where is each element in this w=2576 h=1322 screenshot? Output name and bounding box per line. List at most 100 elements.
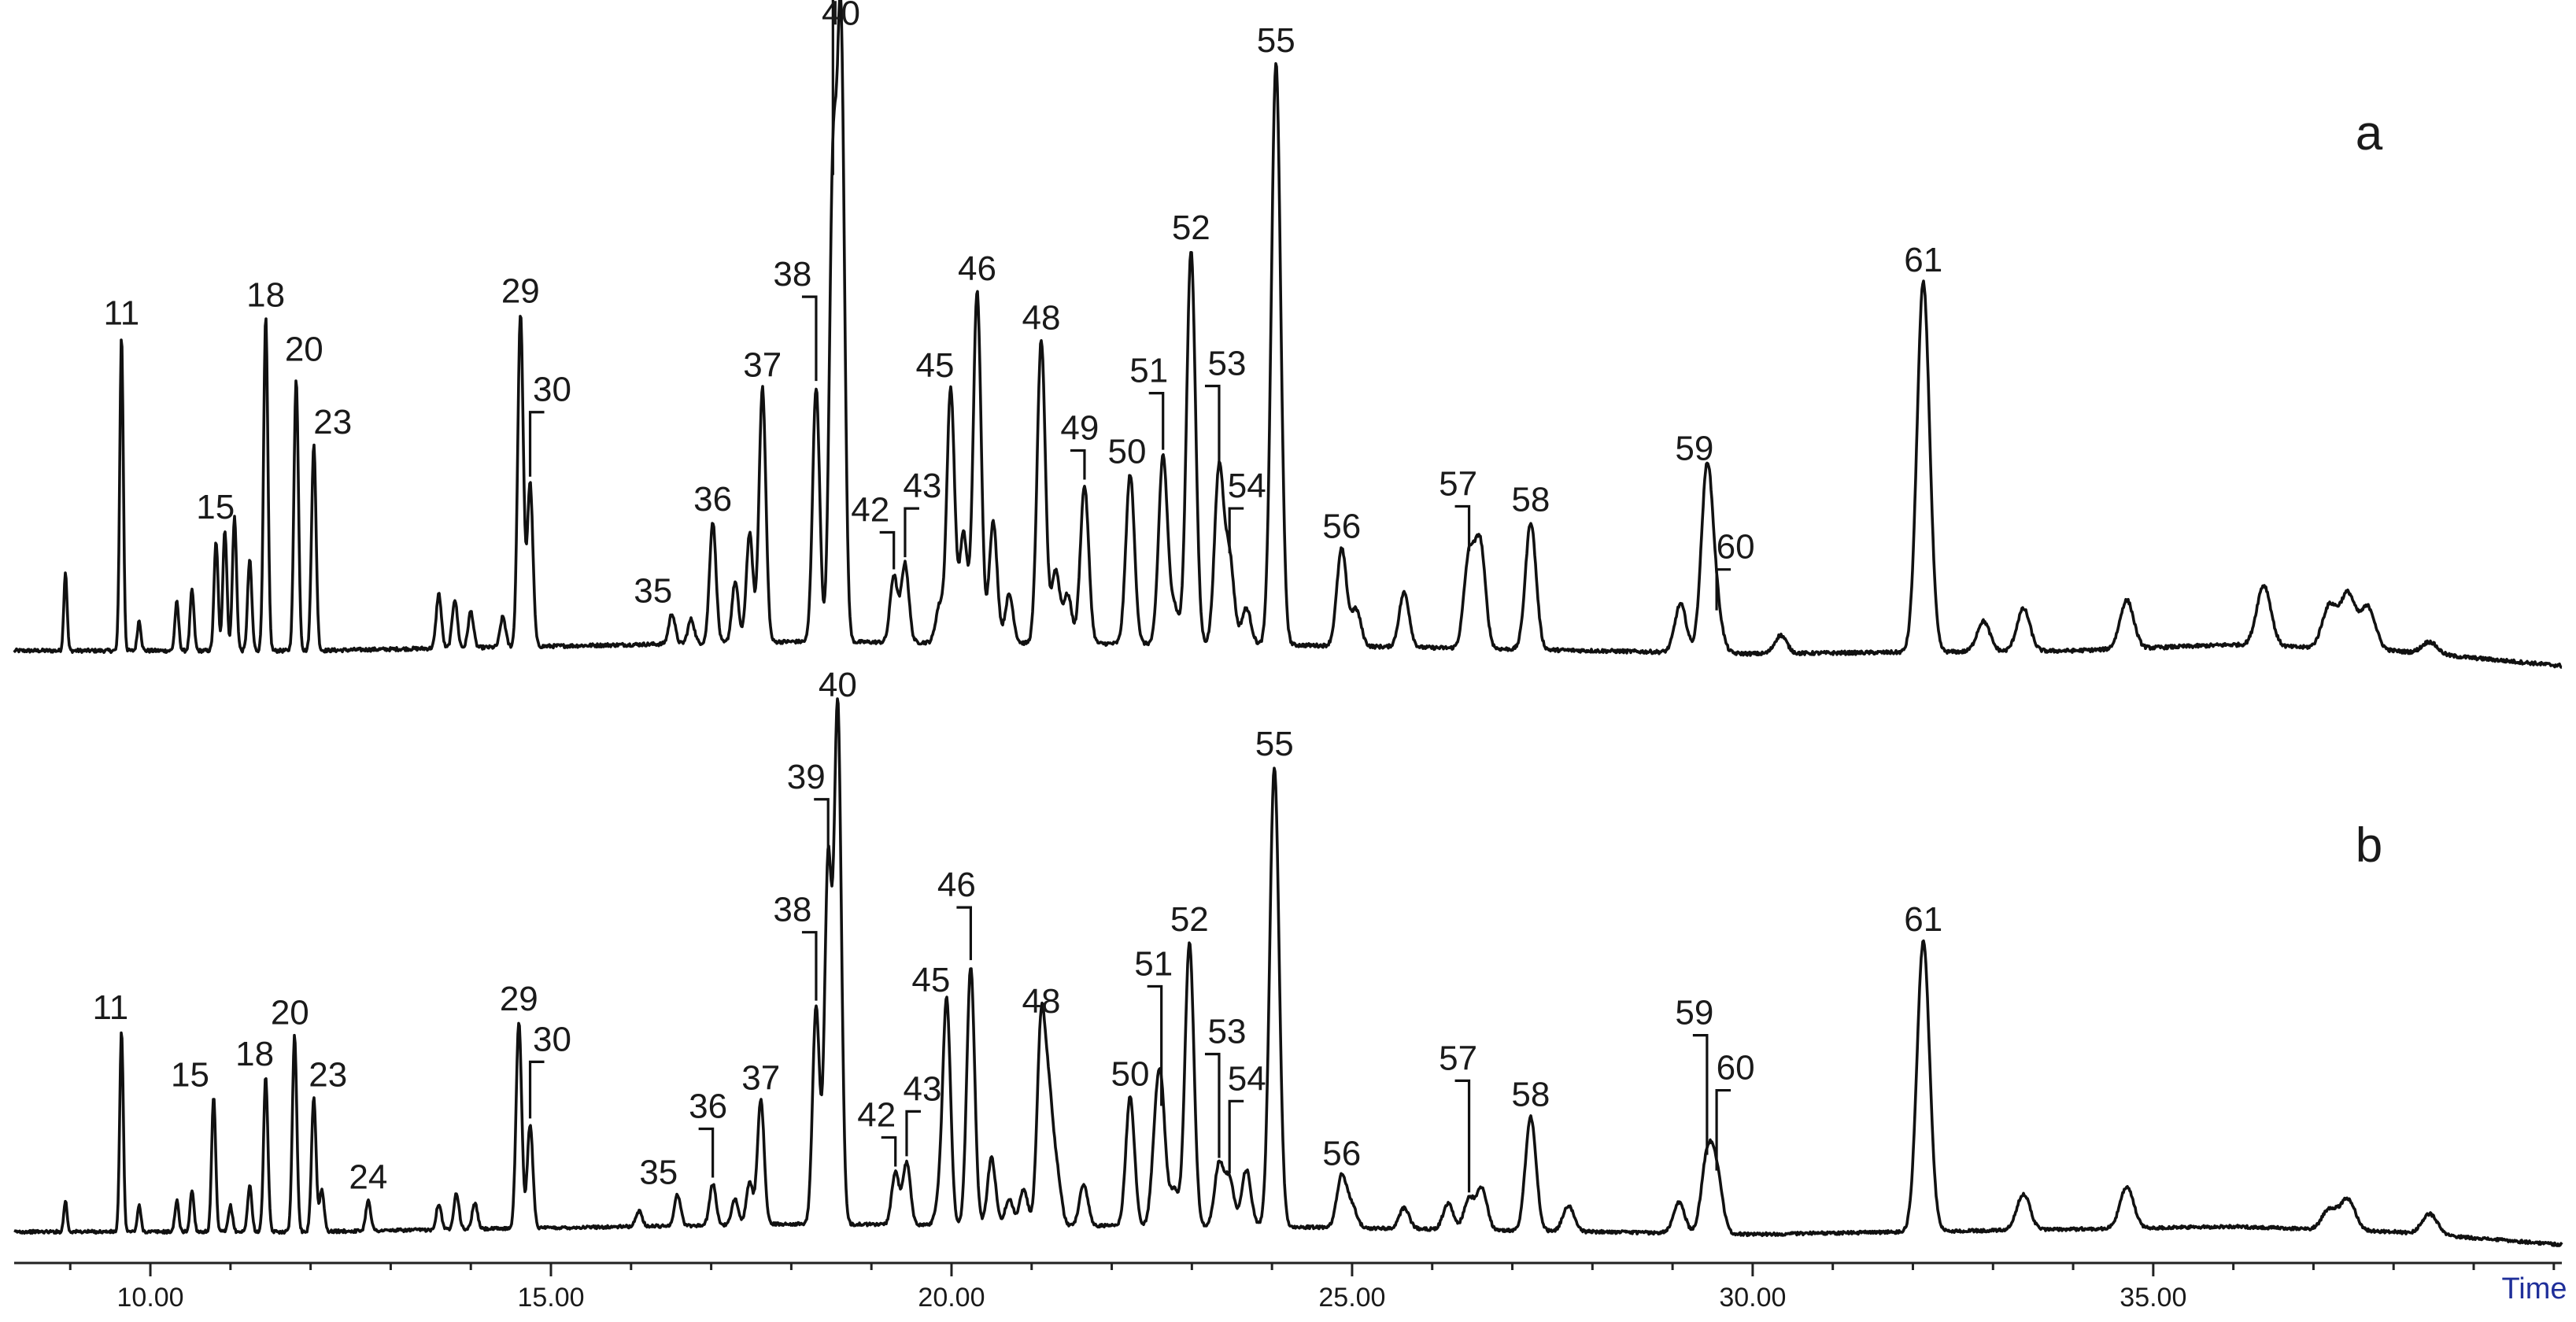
peak-leader-a-51 bbox=[1148, 392, 1165, 450]
peak-leader-a-49 bbox=[1070, 449, 1086, 480]
peak-leader-b-53 bbox=[1204, 1052, 1221, 1158]
peak-label-a-35: 35 bbox=[634, 572, 672, 611]
peak-leader-b-59 bbox=[1692, 1034, 1709, 1155]
chromatogram-panel-a: a111518202329303536373839404243454648495… bbox=[13, 0, 2563, 669]
peak-label-b-55: 55 bbox=[1255, 725, 1294, 763]
peak-leader-b-54 bbox=[1228, 1099, 1244, 1174]
peak-label-a-57: 57 bbox=[1439, 464, 1477, 503]
peak-label-a-51: 51 bbox=[1129, 352, 1168, 390]
peak-label-a-59: 59 bbox=[1675, 430, 1713, 468]
peak-label-a-43: 43 bbox=[903, 467, 941, 505]
peak-label-a-38: 38 bbox=[773, 255, 811, 294]
peak-label-b-39: 39 bbox=[787, 758, 826, 796]
x-tick-label: 35.00 bbox=[2120, 1283, 2186, 1313]
peak-label-a-61: 61 bbox=[1904, 241, 1942, 279]
peak-label-a-54: 54 bbox=[1228, 467, 1266, 505]
peak-label-a-46: 46 bbox=[958, 249, 996, 288]
peak-label-b-38: 38 bbox=[773, 891, 811, 929]
peak-label-b-23: 23 bbox=[309, 1055, 347, 1094]
peak-leader-a-53 bbox=[1204, 384, 1221, 463]
peak-label-b-24: 24 bbox=[349, 1158, 387, 1197]
peak-label-a-30: 30 bbox=[533, 371, 571, 409]
peak-label-b-54: 54 bbox=[1228, 1059, 1266, 1098]
peak-leader-b-39 bbox=[814, 798, 830, 856]
x-axis: 10.00 15.00 20.00 25.00 30.00 35.00 Time bbox=[14, 1261, 2567, 1313]
peak-leader-b-57 bbox=[1454, 1079, 1471, 1193]
peak-label-b-30: 30 bbox=[533, 1020, 571, 1058]
peak-label-a-40: 40 bbox=[822, 0, 860, 33]
peak-label-a-20: 20 bbox=[285, 330, 323, 368]
peak-leader-b-43 bbox=[905, 1110, 921, 1157]
peak-leader-b-36 bbox=[698, 1127, 715, 1178]
peak-label-a-48: 48 bbox=[1022, 298, 1061, 337]
peak-label-a-37: 37 bbox=[743, 346, 782, 385]
peak-label-a-60: 60 bbox=[1717, 528, 1755, 567]
peak-label-b-42: 42 bbox=[857, 1095, 896, 1134]
peak-label-b-56: 56 bbox=[1322, 1134, 1361, 1172]
x-axis-ticks: 10.00 15.00 20.00 25.00 30.00 35.00 bbox=[68, 1263, 2556, 1313]
chromatogram-trace-b bbox=[13, 697, 2563, 1247]
peak-leader-a-42 bbox=[879, 530, 896, 570]
peak-label-b-45: 45 bbox=[911, 961, 950, 999]
peak-leader-b-46 bbox=[956, 906, 972, 961]
peak-label-a-18: 18 bbox=[246, 275, 285, 314]
peak-label-a-53: 53 bbox=[1208, 345, 1247, 383]
peak-label-b-43: 43 bbox=[904, 1069, 942, 1108]
peak-label-b-51: 51 bbox=[1134, 944, 1173, 983]
peak-leader-b-38 bbox=[801, 931, 818, 1001]
peak-leader-a-54 bbox=[1228, 507, 1244, 554]
peak-label-a-23: 23 bbox=[313, 403, 352, 441]
chromatogram-trace-a bbox=[13, 0, 2563, 669]
peak-leader-b-30 bbox=[528, 1060, 545, 1119]
peak-label-b-35: 35 bbox=[639, 1153, 678, 1191]
peak-label-b-48: 48 bbox=[1022, 982, 1061, 1021]
peak-label-b-11: 11 bbox=[93, 988, 129, 1027]
peak-label-a-36: 36 bbox=[693, 480, 732, 519]
peak-label-a-49: 49 bbox=[1060, 409, 1099, 448]
panel-label-b: b bbox=[2356, 818, 2382, 873]
peak-label-a-56: 56 bbox=[1322, 508, 1361, 546]
peak-label-b-15: 15 bbox=[171, 1056, 209, 1095]
x-tick-label: 20.00 bbox=[918, 1283, 985, 1313]
peak-label-a-11: 11 bbox=[104, 294, 140, 333]
peak-label-b-29: 29 bbox=[500, 980, 538, 1018]
peak-leader-a-60 bbox=[1715, 568, 1732, 611]
x-axis-label: Time bbox=[2501, 1272, 2567, 1305]
peak-label-b-59: 59 bbox=[1675, 994, 1713, 1032]
peak-leader-a-30 bbox=[528, 411, 545, 477]
peak-label-b-20: 20 bbox=[271, 994, 309, 1032]
peak-leader-a-57 bbox=[1454, 504, 1471, 552]
peak-label-b-46: 46 bbox=[937, 866, 976, 904]
peak-label-b-40: 40 bbox=[819, 666, 857, 704]
peak-label-b-36: 36 bbox=[689, 1088, 727, 1126]
peak-label-a-55: 55 bbox=[1257, 21, 1295, 60]
panel-label-a: a bbox=[2356, 106, 2383, 161]
x-tick-label: 15.00 bbox=[517, 1283, 584, 1313]
peak-label-a-29: 29 bbox=[501, 271, 540, 310]
x-tick-label: 30.00 bbox=[1719, 1283, 1786, 1313]
peak-leader-b-60 bbox=[1715, 1088, 1732, 1171]
peak-label-b-57: 57 bbox=[1439, 1039, 1477, 1077]
peak-label-b-58: 58 bbox=[1511, 1076, 1550, 1114]
peak-label-a-58: 58 bbox=[1511, 481, 1550, 519]
peak-label-a-15: 15 bbox=[196, 488, 235, 526]
peak-label-b-60: 60 bbox=[1717, 1049, 1755, 1088]
peak-leader-b-51 bbox=[1147, 984, 1163, 1106]
x-tick-label: 25.00 bbox=[1318, 1283, 1385, 1313]
x-tick-label: 10.00 bbox=[117, 1283, 184, 1313]
peak-label-b-61: 61 bbox=[1904, 900, 1942, 939]
peak-label-b-37: 37 bbox=[741, 1058, 780, 1097]
peak-leader-b-42 bbox=[881, 1136, 897, 1167]
peak-leader-a-39 bbox=[831, 0, 834, 175]
peak-label-a-45: 45 bbox=[916, 346, 955, 385]
peak-label-b-52: 52 bbox=[1170, 900, 1209, 939]
peak-label-b-53: 53 bbox=[1208, 1013, 1247, 1051]
peak-label-b-18: 18 bbox=[235, 1035, 274, 1073]
peak-leader-a-38 bbox=[801, 295, 818, 382]
peak-leader-a-43 bbox=[904, 507, 919, 558]
peak-label-a-50: 50 bbox=[1108, 433, 1147, 471]
peak-label-a-52: 52 bbox=[1172, 209, 1210, 247]
peak-label-a-42: 42 bbox=[851, 491, 889, 530]
